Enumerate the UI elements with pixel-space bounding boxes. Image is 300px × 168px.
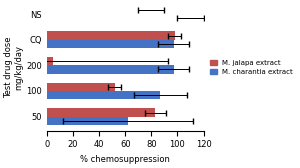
Bar <box>47 65 173 74</box>
Bar <box>47 117 128 125</box>
Bar <box>47 57 53 65</box>
Bar <box>47 40 173 48</box>
Legend: M. jalapa extract, M. charantia extract: M. jalapa extract, M. charantia extract <box>207 57 296 78</box>
Y-axis label: Test drug dose
mg/kg/day: Test drug dose mg/kg/day <box>4 37 24 98</box>
Bar <box>47 83 115 91</box>
Bar <box>47 108 155 117</box>
X-axis label: % chemosuppression: % chemosuppression <box>80 155 170 164</box>
Bar <box>47 31 175 40</box>
Bar <box>47 91 160 99</box>
